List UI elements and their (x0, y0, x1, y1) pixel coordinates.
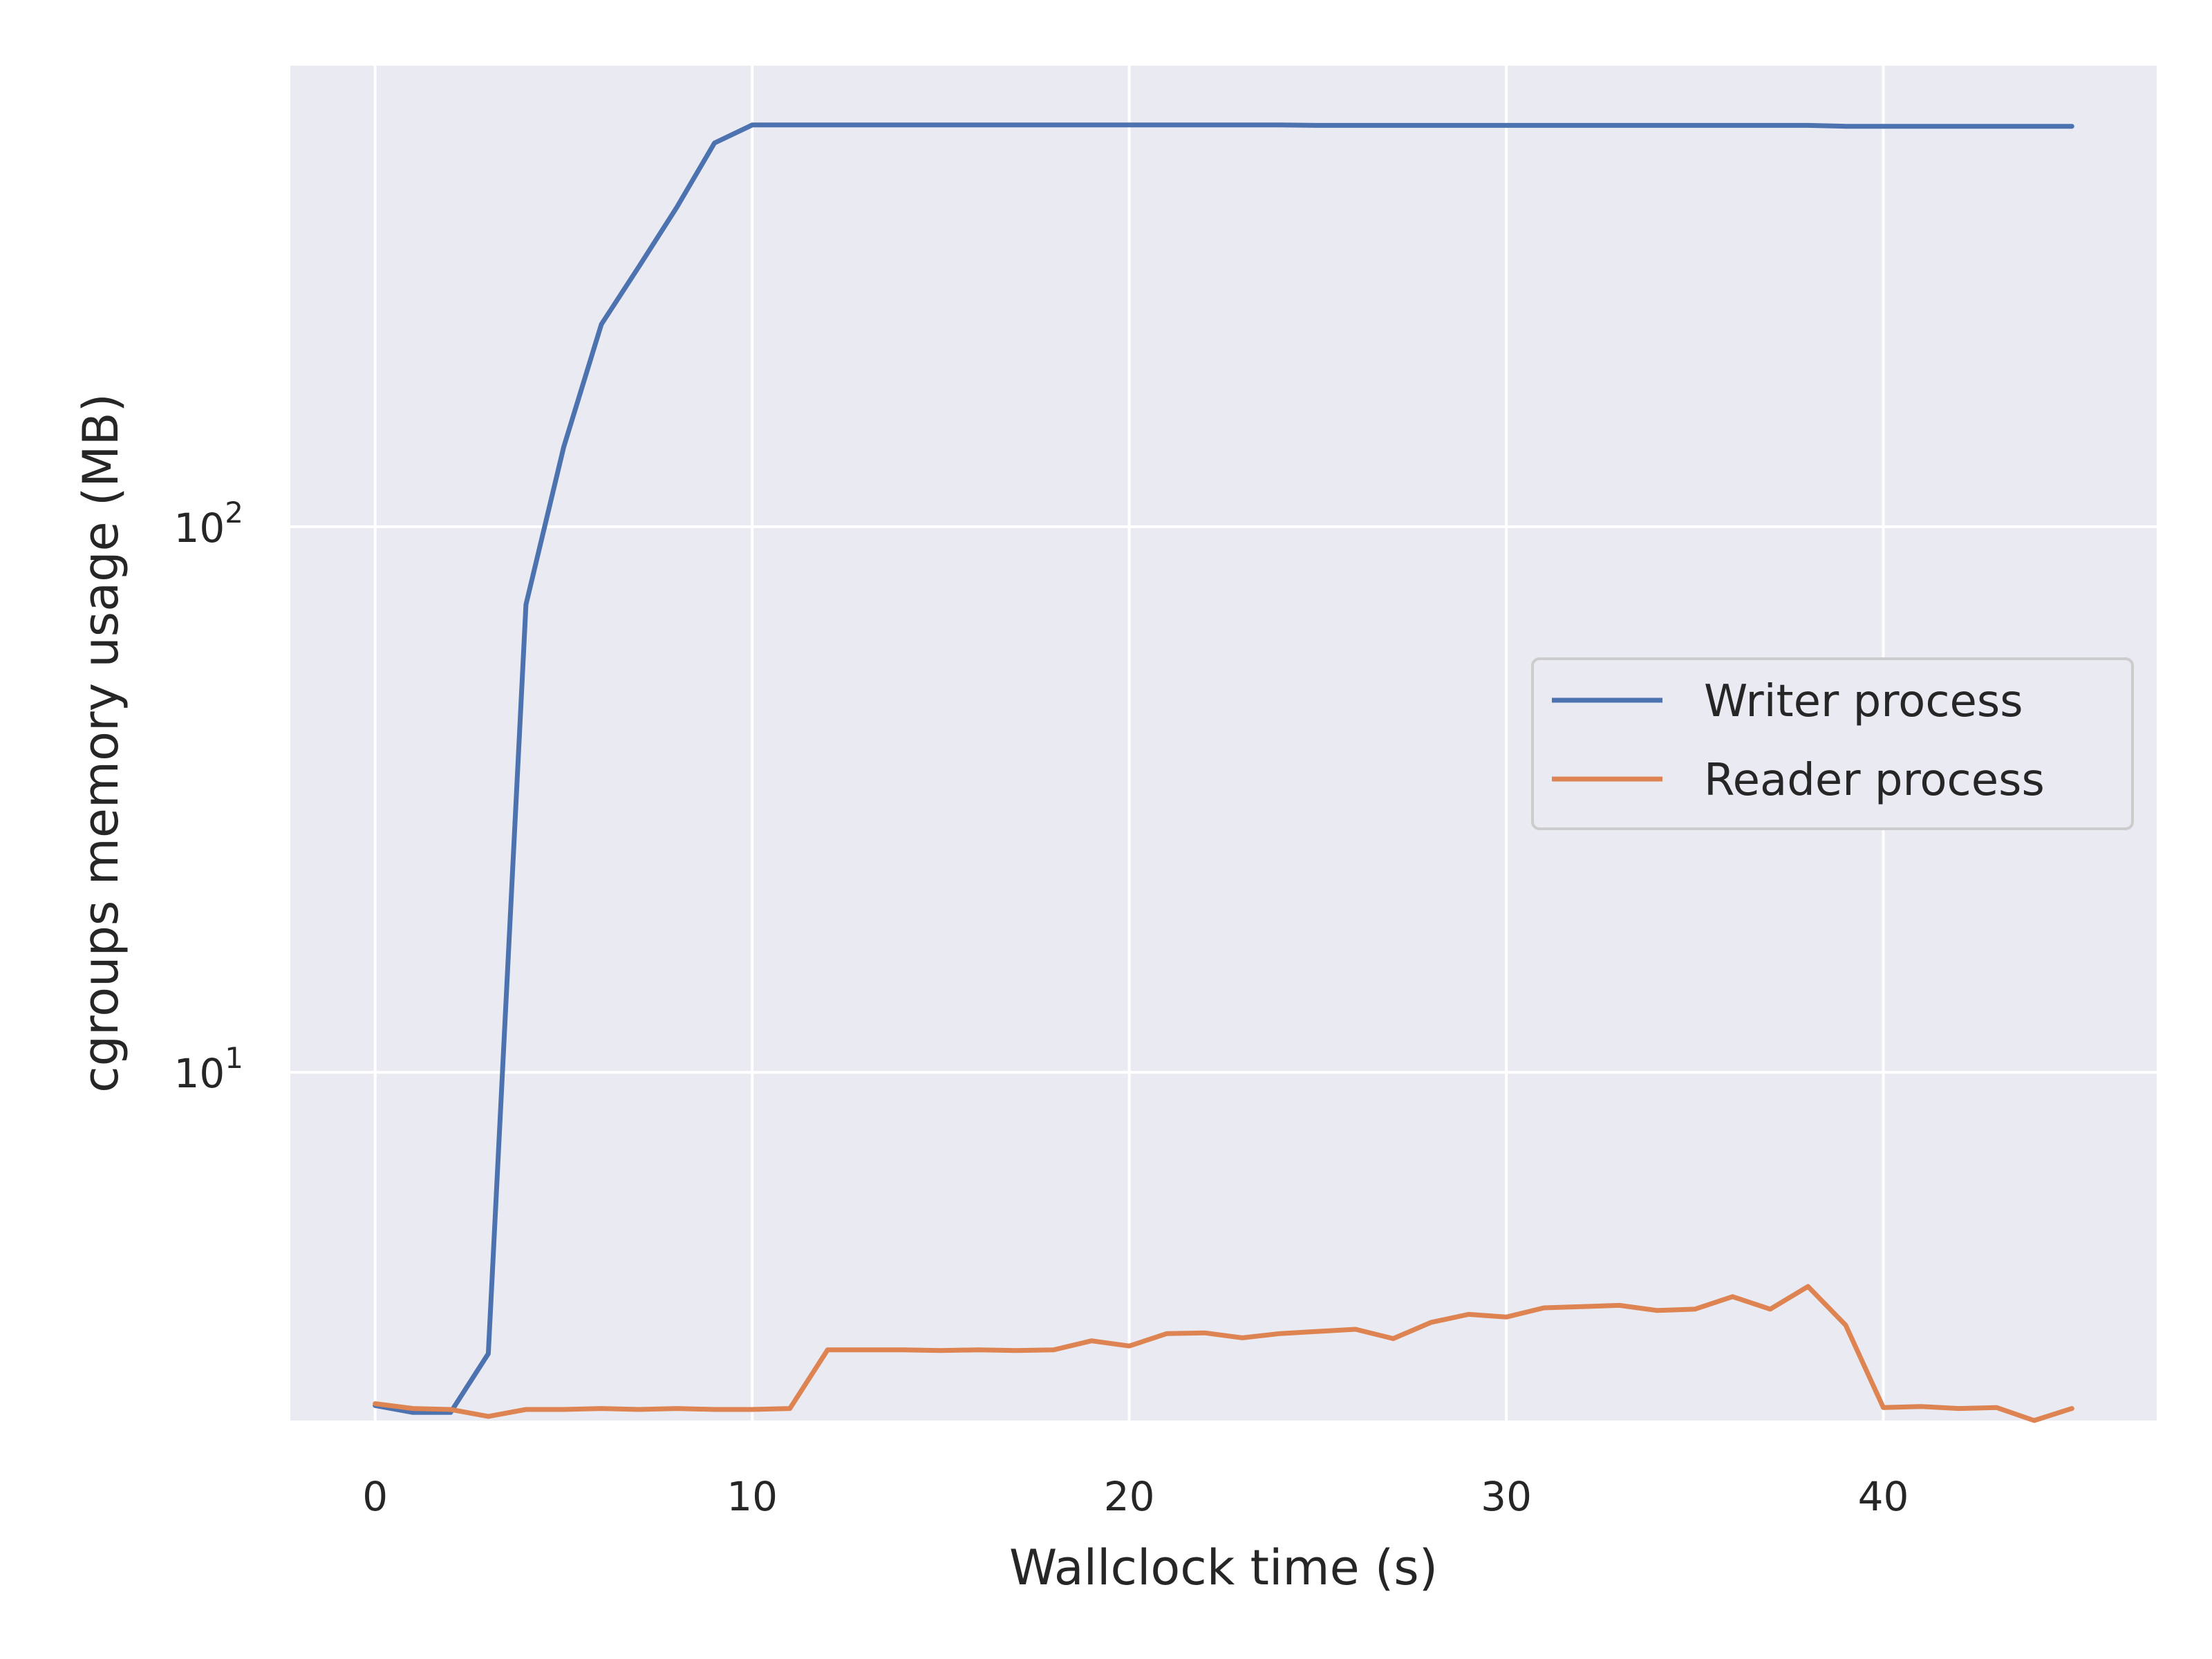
legend-label-writer: Writer process (1704, 676, 2023, 727)
x-tick-label: 10 (727, 1473, 778, 1520)
y-tick-label: 102 (174, 496, 243, 552)
series-line-writer (373, 122, 2074, 1415)
tick-labels: 0 10 20 30 40 101 102 (174, 496, 1909, 1520)
x-axis-title: Wallclock time (s) (1009, 1539, 1438, 1596)
x-tick-label: 20 (1104, 1473, 1155, 1520)
y-tick-label: 101 (174, 1041, 243, 1097)
series-line-reader (373, 1284, 2074, 1423)
grid (290, 66, 2157, 1421)
legend-box (1531, 657, 2134, 830)
legend: Writer process Reader process (1531, 657, 2134, 830)
legend-label-reader: Reader process (1704, 755, 2045, 806)
x-tick-label: 0 (362, 1473, 388, 1520)
x-tick-label: 40 (1858, 1473, 1909, 1520)
x-tick-label: 30 (1481, 1473, 1532, 1520)
series-lines (373, 122, 2074, 1423)
y-axis-title: cgroups memory usage (MB) (73, 393, 129, 1093)
